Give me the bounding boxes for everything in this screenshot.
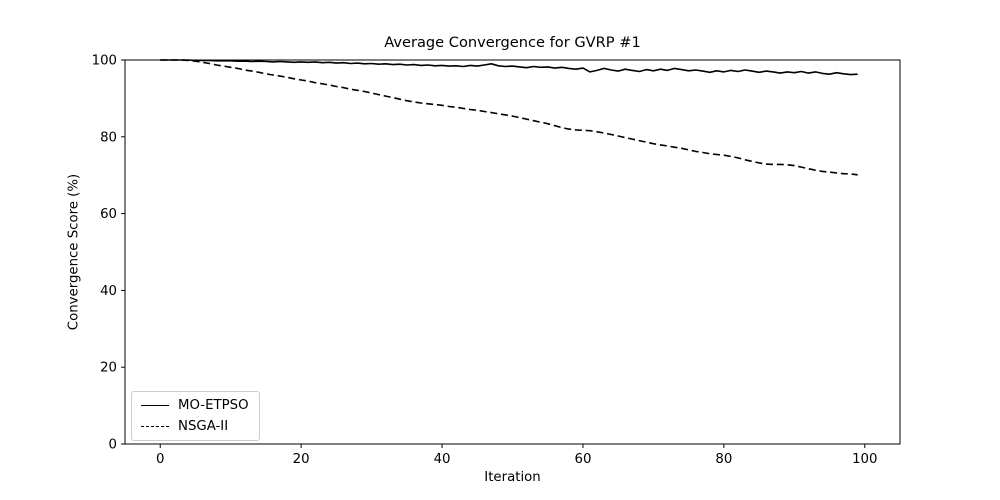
- chart-title: Average Convergence for GVRP #1: [384, 34, 641, 51]
- legend-label: NSGA-II: [178, 419, 229, 434]
- x-tick-label: 80: [715, 452, 732, 467]
- legend-solid-line-icon: [141, 405, 169, 406]
- series-line-mo-etpso: [160, 59, 858, 76]
- series-line-nsga-ii: [160, 59, 858, 176]
- legend-dashed-line-icon: [141, 426, 169, 427]
- legend: MO-ETPSO NSGA-II: [131, 391, 260, 441]
- y-tick-label: 40: [100, 284, 117, 299]
- x-tick-label: 0: [156, 452, 164, 467]
- x-axis-label: Iteration: [484, 470, 541, 485]
- x-tick-label: 100: [852, 452, 877, 467]
- legend-label: MO-ETPSO: [178, 398, 249, 413]
- y-tick-label: 20: [100, 361, 117, 376]
- legend-item-mo-etpso: MO-ETPSO: [141, 398, 249, 413]
- x-tick-label: 60: [574, 452, 591, 467]
- y-tick-label: 60: [100, 207, 117, 222]
- axes-box: [124, 59, 901, 445]
- y-tick-label: 80: [100, 130, 117, 145]
- y-tick-label: 100: [92, 54, 117, 69]
- x-tick-label: 20: [293, 452, 310, 467]
- y-tick-label: 0: [109, 438, 117, 453]
- legend-item-nsga-ii: NSGA-II: [141, 419, 249, 434]
- x-tick-label: 40: [434, 452, 451, 467]
